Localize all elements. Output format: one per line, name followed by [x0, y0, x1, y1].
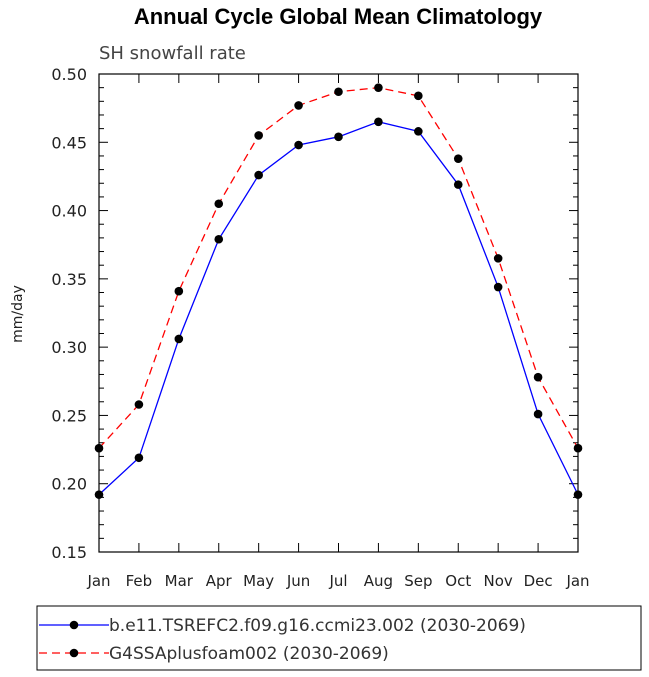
x-tick-label: Jun	[286, 572, 310, 590]
series-2-point	[533, 372, 543, 382]
series-2-point	[294, 101, 303, 110]
series-1-point	[294, 140, 303, 150]
x-tick-label: May	[243, 572, 274, 590]
y-tick-label: 0.15	[51, 543, 87, 562]
series-2-point	[174, 286, 184, 296]
x-tick-label: Nov	[484, 572, 513, 590]
legend-label-1: b.e11.TSREFC2.f09.g16.ccmi23.002 (2030-2…	[109, 616, 526, 636]
series-line-2	[98, 87, 579, 449]
legend-swatch-marker-1	[69, 620, 79, 630]
x-tick-label: Oct	[445, 572, 471, 590]
x-tick-label: Jan	[565, 572, 589, 590]
series-1-point	[573, 490, 583, 499]
series-line-1	[98, 121, 579, 496]
y-tick-label: 0.40	[51, 202, 87, 221]
series-2-point	[334, 87, 343, 97]
x-tick-label: Feb	[126, 572, 153, 590]
series-1-point	[254, 170, 263, 180]
legend-swatch-marker-2	[69, 648, 79, 658]
chart-title: Annual Cycle Global Mean Climatology	[134, 4, 543, 29]
series-1-point	[414, 127, 423, 136]
x-tick-label: Mar	[165, 572, 194, 590]
series-2-point	[453, 154, 463, 163]
series-1-point	[134, 453, 144, 463]
x-tick-label: Apr	[206, 572, 233, 590]
y-tick-label: 0.20	[51, 475, 87, 494]
plot-area: 0.15 0.20 0.25 0.30 0.35 0.40 0.45 0.50 Jan Feb Ma…	[51, 65, 589, 590]
series-2-point	[134, 400, 144, 409]
y-tick-label: 0.25	[51, 406, 87, 425]
legend-label-2: G4SSAplusfoam002 (2030-2069)	[109, 644, 389, 664]
x-tick-label: Jan	[86, 572, 110, 590]
y-tick-label: 0.30	[51, 338, 87, 357]
series-1-point	[453, 180, 463, 189]
series-1-point	[174, 334, 184, 344]
y-tick-label: 0.50	[51, 65, 87, 84]
series-1-point	[374, 117, 383, 127]
legend-box	[36, 605, 642, 671]
series-2-point	[573, 443, 583, 453]
y-tick-label: 0.45	[51, 133, 87, 152]
y-axis-label: mm/day	[10, 285, 26, 343]
series-2-point	[214, 199, 224, 209]
series-2-point	[94, 443, 104, 453]
x-tick-label: Jul	[328, 572, 347, 590]
series-1-point	[533, 409, 543, 419]
series-2-point	[493, 254, 503, 263]
legend: b.e11.TSREFC2.f09.g16.ccmi23.002 (2030-2…	[36, 605, 642, 671]
series-2-point	[414, 91, 423, 101]
y-tick-label: 0.35	[51, 270, 87, 289]
chart-subtitle: SH snowfall rate	[99, 43, 246, 64]
series-1-point	[214, 234, 224, 244]
x-tick-label: Dec	[524, 572, 553, 590]
series-1-point	[334, 132, 343, 142]
series-2-point	[254, 131, 263, 140]
series-1-point	[493, 282, 503, 292]
series-1-point	[94, 490, 104, 499]
x-tick-label: Sep	[404, 572, 432, 590]
series-2-point	[374, 83, 383, 92]
x-tick-label: Aug	[364, 572, 393, 590]
